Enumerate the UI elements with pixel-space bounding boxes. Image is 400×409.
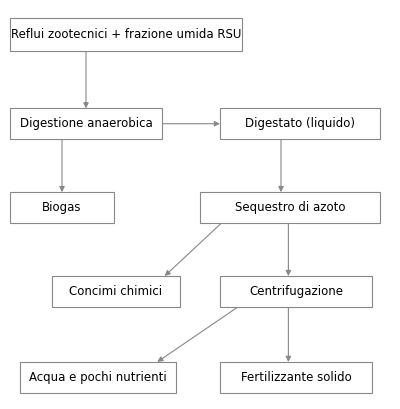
Text: Concimi chimici: Concimi chimici xyxy=(70,285,162,298)
FancyBboxPatch shape xyxy=(200,192,380,223)
FancyBboxPatch shape xyxy=(220,276,372,307)
Text: Digestione anaerobica: Digestione anaerobica xyxy=(20,117,152,130)
Text: Centrifugazione: Centrifugazione xyxy=(249,285,343,298)
FancyBboxPatch shape xyxy=(10,192,114,223)
FancyBboxPatch shape xyxy=(220,108,380,139)
Text: Digestato (liquido): Digestato (liquido) xyxy=(245,117,355,130)
Text: Sequestro di azoto: Sequestro di azoto xyxy=(235,201,345,214)
Text: Reflui zootecnici + frazione umida RSU: Reflui zootecnici + frazione umida RSU xyxy=(11,28,241,41)
FancyBboxPatch shape xyxy=(220,362,372,393)
FancyBboxPatch shape xyxy=(52,276,180,307)
Text: Fertilizzante solido: Fertilizzante solido xyxy=(241,371,351,384)
Text: Acqua e pochi nutrienti: Acqua e pochi nutrienti xyxy=(29,371,167,384)
FancyBboxPatch shape xyxy=(20,362,176,393)
FancyBboxPatch shape xyxy=(10,108,162,139)
Text: Biogas: Biogas xyxy=(42,201,82,214)
FancyBboxPatch shape xyxy=(10,18,242,51)
